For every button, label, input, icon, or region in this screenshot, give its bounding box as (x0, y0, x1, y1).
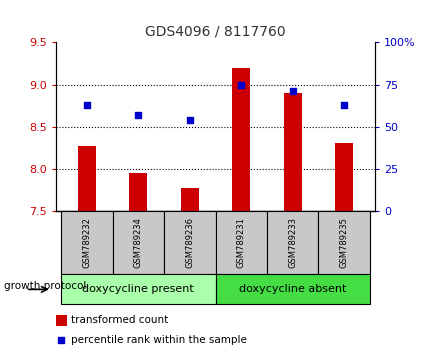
Text: GSM789233: GSM789233 (288, 217, 296, 268)
Point (237, 82, 244, 87)
Bar (215, 274, 369, 304)
Bar (180, 188, 198, 211)
Bar (232, 68, 250, 211)
Text: growth protocol: growth protocol (4, 281, 86, 291)
Text: transformed count: transformed count (71, 315, 168, 325)
Point (135, 112, 141, 118)
Point (289, 88, 295, 94)
Point (340, 102, 347, 108)
Text: percentile rank within the sample: percentile rank within the sample (71, 335, 246, 345)
Bar (283, 93, 301, 211)
FancyBboxPatch shape (164, 211, 215, 274)
Text: GSM789235: GSM789235 (339, 217, 348, 268)
FancyBboxPatch shape (112, 211, 164, 274)
Bar (61, 274, 215, 304)
Text: GSM789231: GSM789231 (236, 217, 245, 268)
Text: GSM789236: GSM789236 (185, 217, 194, 268)
Point (58, 337, 64, 343)
Bar (129, 173, 147, 211)
Title: GDS4096 / 8117760: GDS4096 / 8117760 (145, 24, 285, 39)
Point (83, 102, 90, 108)
Text: doxycycline absent: doxycycline absent (238, 284, 346, 295)
Bar (56, 315, 67, 326)
Bar (78, 146, 96, 211)
Text: GSM789232: GSM789232 (82, 217, 91, 268)
FancyBboxPatch shape (215, 211, 266, 274)
FancyBboxPatch shape (61, 211, 112, 274)
Bar (335, 143, 352, 211)
Point (186, 117, 193, 123)
FancyBboxPatch shape (266, 211, 318, 274)
Text: doxycycline present: doxycycline present (82, 284, 194, 295)
FancyBboxPatch shape (318, 211, 369, 274)
Text: GSM789234: GSM789234 (134, 217, 142, 268)
